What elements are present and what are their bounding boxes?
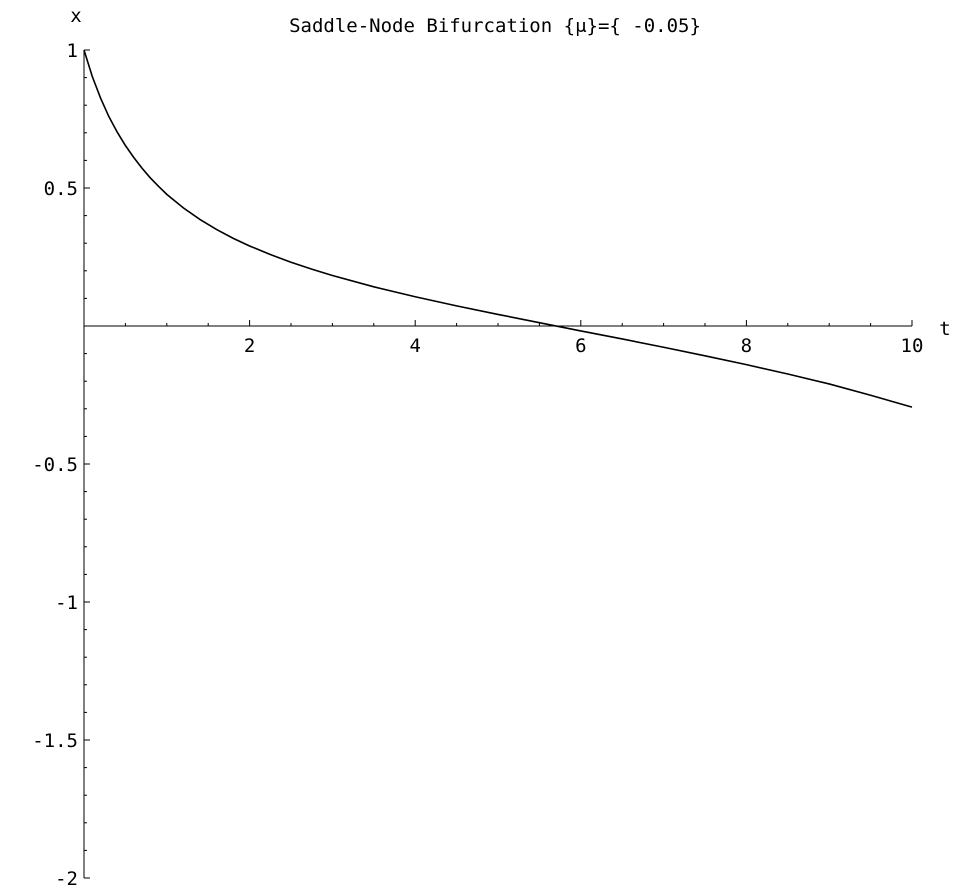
- axes: [83, 50, 912, 878]
- y-tick-label: -0.5: [32, 454, 78, 476]
- x-tick-label: 4: [409, 335, 420, 357]
- y-tick-label: 0.5: [44, 178, 78, 200]
- tick-labels: 2 4 6 8 10 1 0.5 -0.5 -1 -1.5 -2: [32, 40, 923, 890]
- x-tick-label: 6: [575, 335, 586, 357]
- y-tick-label: -1.5: [32, 730, 78, 752]
- chart-title: Saddle-Node Bifurcation {μ}={ -0.05}: [289, 15, 701, 37]
- x-axis-label: t: [939, 318, 950, 340]
- x-tick-label: 10: [901, 335, 924, 357]
- tick-marks: [84, 49, 913, 879]
- solution-curve: [83, 49, 913, 408]
- x-tick-label: 2: [244, 335, 255, 357]
- y-tick-label: 1: [67, 40, 78, 62]
- x-tick-label: 8: [741, 335, 752, 357]
- y-tick-label: -1: [55, 592, 78, 614]
- y-tick-label: -2: [55, 868, 78, 890]
- y-axis-label: x: [70, 5, 81, 27]
